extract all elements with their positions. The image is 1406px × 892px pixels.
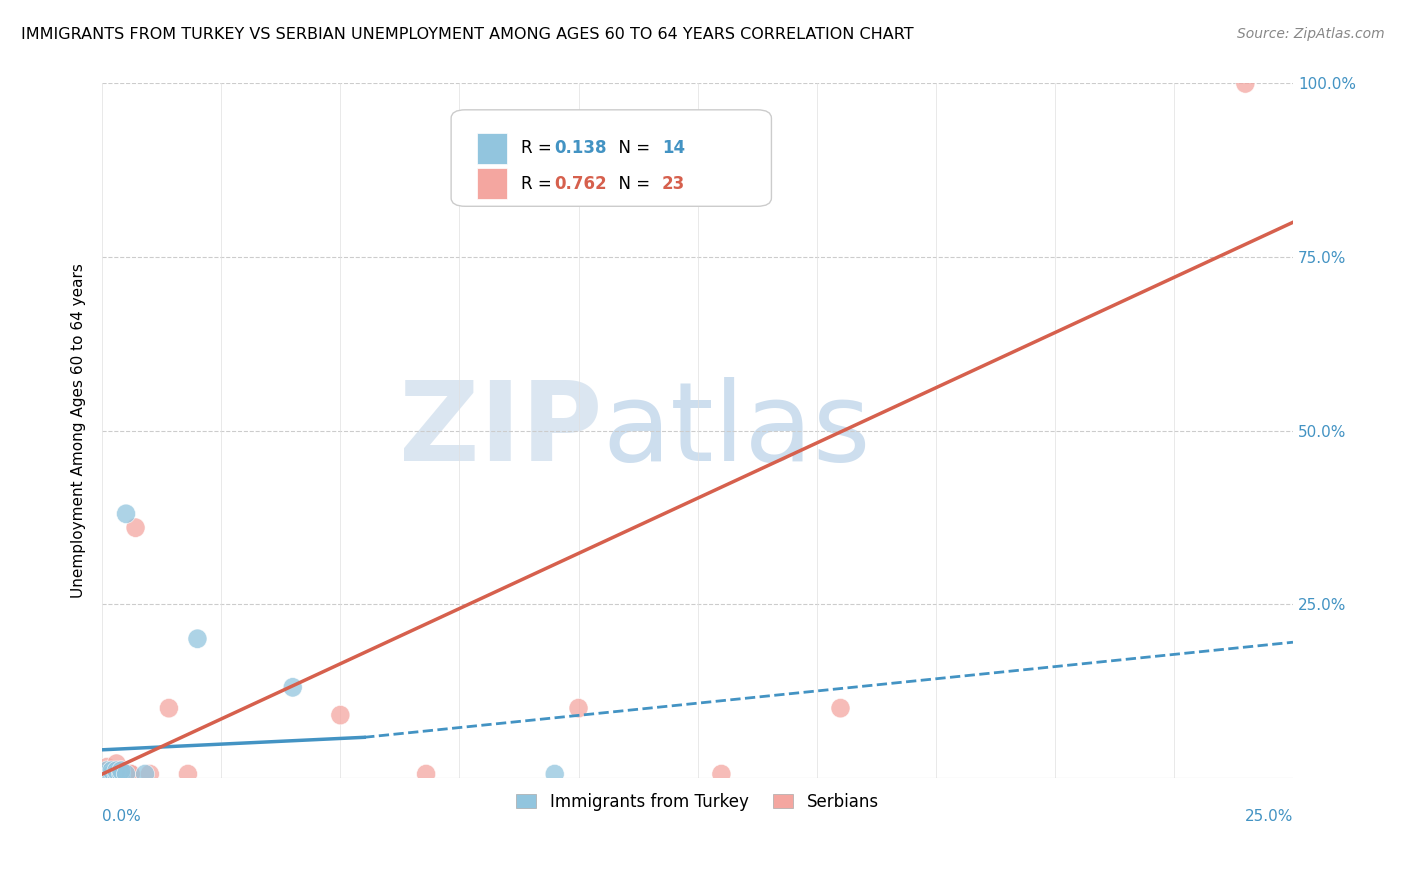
Ellipse shape [107,761,127,780]
Text: R =: R = [522,175,557,193]
FancyBboxPatch shape [451,110,772,206]
Legend: Immigrants from Turkey, Serbians: Immigrants from Turkey, Serbians [509,787,886,818]
Text: ZIP: ZIP [399,377,602,484]
Ellipse shape [121,764,141,784]
Ellipse shape [107,754,127,773]
Text: 0.0%: 0.0% [103,809,141,824]
Text: 23: 23 [662,175,685,193]
Ellipse shape [135,764,155,784]
Ellipse shape [330,706,350,725]
Text: 0.138: 0.138 [555,139,607,158]
Ellipse shape [111,761,131,780]
Ellipse shape [179,764,197,784]
Text: Source: ZipAtlas.com: Source: ZipAtlas.com [1237,27,1385,41]
Ellipse shape [107,761,127,780]
FancyBboxPatch shape [477,168,508,199]
Ellipse shape [283,678,302,697]
Ellipse shape [121,764,141,784]
Ellipse shape [97,761,117,780]
Text: 25.0%: 25.0% [1244,809,1294,824]
Ellipse shape [159,698,179,718]
Ellipse shape [111,764,131,784]
Ellipse shape [711,764,731,784]
Text: R =: R = [522,139,557,158]
Ellipse shape [107,764,127,784]
Ellipse shape [546,764,564,784]
Ellipse shape [97,761,117,780]
Text: N =: N = [609,139,655,158]
Ellipse shape [117,764,135,784]
Text: IMMIGRANTS FROM TURKEY VS SERBIAN UNEMPLOYMENT AMONG AGES 60 TO 64 YEARS CORRELA: IMMIGRANTS FROM TURKEY VS SERBIAN UNEMPL… [21,27,914,42]
Ellipse shape [107,764,127,784]
Ellipse shape [416,764,436,784]
Ellipse shape [117,504,135,524]
Ellipse shape [111,764,131,784]
Ellipse shape [97,764,117,784]
Ellipse shape [97,764,117,784]
Ellipse shape [103,764,121,784]
Ellipse shape [141,764,159,784]
Ellipse shape [111,761,131,780]
Text: N =: N = [609,175,655,193]
Ellipse shape [1236,74,1256,93]
Text: 0.762: 0.762 [555,175,607,193]
Ellipse shape [103,764,121,784]
Y-axis label: Unemployment Among Ages 60 to 64 years: Unemployment Among Ages 60 to 64 years [72,263,86,598]
Ellipse shape [569,698,588,718]
Ellipse shape [97,757,117,777]
Ellipse shape [103,761,121,780]
Ellipse shape [103,761,121,780]
Ellipse shape [127,518,145,537]
Ellipse shape [117,764,135,784]
Ellipse shape [831,698,851,718]
Text: 14: 14 [662,139,685,158]
Ellipse shape [188,629,207,648]
Text: atlas: atlas [602,377,870,484]
FancyBboxPatch shape [477,133,508,164]
